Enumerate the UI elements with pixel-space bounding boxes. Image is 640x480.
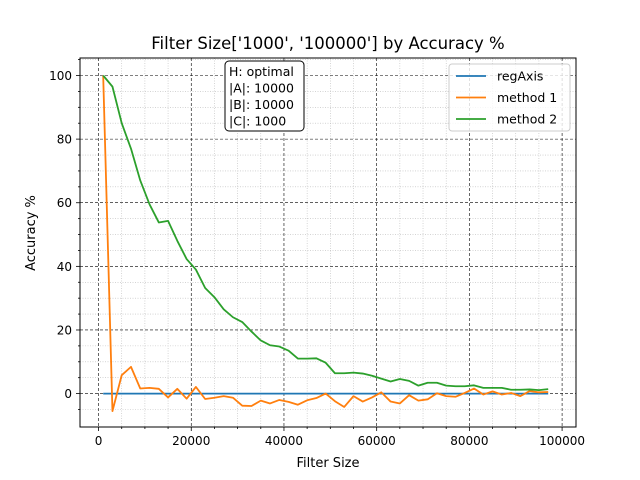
x-tick-label: 0 xyxy=(95,434,103,448)
x-tick-label: 60000 xyxy=(358,434,396,448)
grid xyxy=(80,58,576,427)
legend-label: regAxis xyxy=(497,69,543,84)
y-axis-label: Accuracy % xyxy=(24,195,39,271)
x-tick-label: 20000 xyxy=(172,434,210,448)
plot-frame xyxy=(79,57,577,428)
legend-label: method 2 xyxy=(497,112,557,127)
y-tick-label: 20 xyxy=(57,323,72,337)
chart-title: Filter Size['1000', '100000'] by Accurac… xyxy=(151,34,504,53)
x-tick-label: 40000 xyxy=(265,434,303,448)
annotation-line: |C|: 1000 xyxy=(229,114,286,129)
annotation-line: |A|: 10000 xyxy=(229,81,294,96)
x-axis-label: Filter Size xyxy=(296,456,359,471)
legend: regAxis method 1 method 2 xyxy=(448,63,571,132)
x-tick-label: 80000 xyxy=(450,434,488,448)
series-line-method-2 xyxy=(102,74,549,392)
ticks: 0 20000 40000 60000 80000 100000 0 20 40 60 80 100 xyxy=(49,59,585,448)
legend-label: method 1 xyxy=(497,90,557,105)
y-tick-label: 40 xyxy=(57,260,72,274)
y-tick-label: 0 xyxy=(64,387,72,401)
annotation-box: H: optimal |A|: 10000|B|: 10000 |C|: 1000 xyxy=(224,60,305,132)
y-tick-label: 80 xyxy=(57,133,72,147)
legend-frame xyxy=(448,63,571,132)
annotation-frame xyxy=(224,60,305,132)
x-tick-label: 100000 xyxy=(539,434,585,448)
y-tick-label: 100 xyxy=(49,69,72,83)
annotation-line: H: optimal xyxy=(229,64,294,79)
series-group xyxy=(102,74,549,412)
y-tick-label: 60 xyxy=(57,196,72,210)
series-line-method-1 xyxy=(102,75,549,412)
annotation-line: |B|: 10000 xyxy=(229,97,294,112)
